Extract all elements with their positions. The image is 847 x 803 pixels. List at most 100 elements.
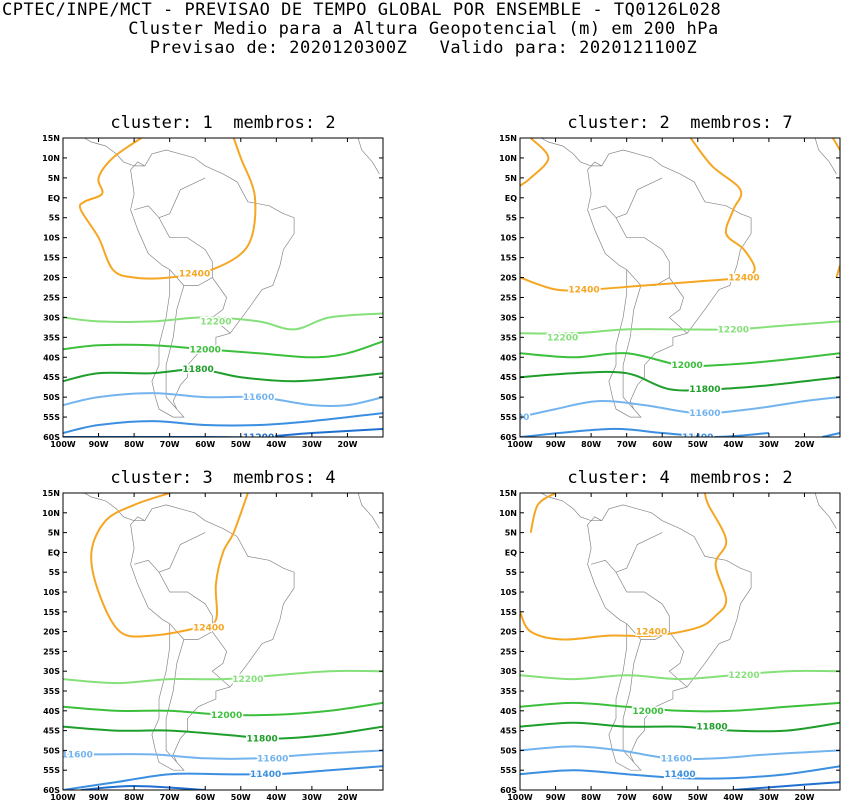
lon-tick-label: 40W [723,440,743,449]
map-frame [62,492,384,791]
contour-label: 12200 [232,675,263,685]
contour-label: 12000 [671,361,702,371]
contour-label: 11200 [243,433,274,443]
contour-11800 [520,370,840,392]
coastline [814,138,837,175]
contour-12400 [520,138,756,292]
lat-tick-label: 15S [500,608,517,617]
lat-tick-label: 15N [42,134,60,143]
lon-tick-label: 60W [195,793,215,802]
lat-tick-label: 10N [499,154,517,163]
lon-tick-label: 90W [546,440,566,449]
contour-label: 12000 [190,345,221,355]
country-border [622,285,642,410]
lon-tick-label: 80W [124,440,144,449]
lon-tick-label: 100W [50,793,76,802]
lon-tick-label: 100W [50,440,76,449]
lon-tick-label: 50W [688,440,708,449]
lat-tick-label: EQ [505,194,517,203]
lon-tick-label: 20W [794,440,814,449]
contour-label: 11600 [257,754,288,764]
lat-tick-label: 55S [43,766,60,775]
contour-12200 [520,669,840,681]
coastline [814,493,837,529]
contour-12400 [529,493,557,533]
contour-label: 11400 [250,770,281,780]
contour-label: 11600 [62,750,93,760]
lon-tick-label: 70W [617,440,637,449]
map-panel-1: 12400 12200 12000 11800 11600 11200 15N 10N 5N EQ… [42,134,384,449]
lat-tick-label: 5N [48,529,60,538]
map-frame [519,137,841,438]
lat-tick-label: 30S [43,313,60,322]
coastline [83,138,145,167]
contour-11800 [520,721,840,733]
lat-tick-label: 40S [500,353,517,362]
contour-11200 [80,784,206,790]
contour-11400 [63,765,383,790]
header-line-2: Cluster Medio para a Altura Geopotencial… [128,19,719,39]
lat-tick-label: 35S [43,687,60,696]
coastline [587,504,752,771]
lon-tick-label: 60W [195,440,215,449]
coastline [587,149,752,418]
lat-tick-label: 25S [43,647,60,656]
lon-tick-label: 90W [89,440,109,449]
panel-2-title: cluster: 2 membros: 7 [567,113,793,133]
contour-12400 [520,493,728,641]
lat-tick-label: 5S [49,214,61,223]
lat-tick-label: 55S [500,413,517,422]
country-border [211,631,231,688]
contour-12000 [63,340,383,359]
lon-tick-label: 80W [124,793,144,802]
lon-tick-label: 20W [337,440,357,449]
contour-label: 12200 [200,317,231,327]
lat-tick-label: 40S [43,707,60,716]
lat-tick-label: 25S [500,647,517,656]
panel-4-title: cluster: 4 membros: 2 [567,468,793,488]
lat-tick-label: 10N [42,509,60,518]
lat-tick-label: 55S [43,413,60,422]
contour-label: 11800 [696,723,727,733]
lon-tick-label: 60W [652,793,672,802]
lat-tick-label: 30S [500,667,517,676]
contour-11600 [63,392,383,408]
lon-tick-label: 30W [759,440,779,449]
contour-label: 11400 [664,770,695,780]
lat-tick-label: 60S [500,433,517,442]
lat-tick-label: 55S [500,766,517,775]
contour-label: 12400 [179,270,210,280]
country-border [134,205,160,218]
lon-tick-label: 100W [507,440,533,449]
contour-label: 12200 [547,333,578,343]
country-border [158,532,213,640]
contour-12400 [520,138,550,187]
lon-tick-label: 50W [231,440,251,449]
lat-tick-label: 45S [500,373,517,382]
lat-tick-label: 15S [43,608,60,617]
lat-tick-label: EQ [48,194,60,203]
lat-tick-label: 40S [500,707,517,716]
contour-11800 [63,725,383,740]
contour-label: 12000 [632,707,663,717]
lon-tick-label: 50W [688,793,708,802]
lat-tick-label: 10S [500,234,517,243]
lon-tick-label: 40W [723,793,743,802]
lat-tick-label: EQ [48,548,60,557]
lon-tick-label: 20W [337,793,357,802]
contour-label: 12400 [728,274,759,284]
lat-tick-label: 60S [500,786,517,795]
lon-tick-label: 60W [652,440,672,449]
contour-label: 600 [511,413,530,423]
header-line-1: CPTEC/INPE/MCT - PREVISAO DE TEMPO GLOBA… [2,0,722,20]
lat-tick-label: 5N [48,174,60,183]
contour-12400 [78,138,257,280]
contour-12000 [520,701,840,713]
contour-11400 [63,412,383,434]
lat-tick-label: 50S [500,393,517,402]
coastline [130,149,295,418]
coastline [540,493,602,522]
lat-tick-label: 40S [43,353,60,362]
contour-12200 [63,669,383,685]
